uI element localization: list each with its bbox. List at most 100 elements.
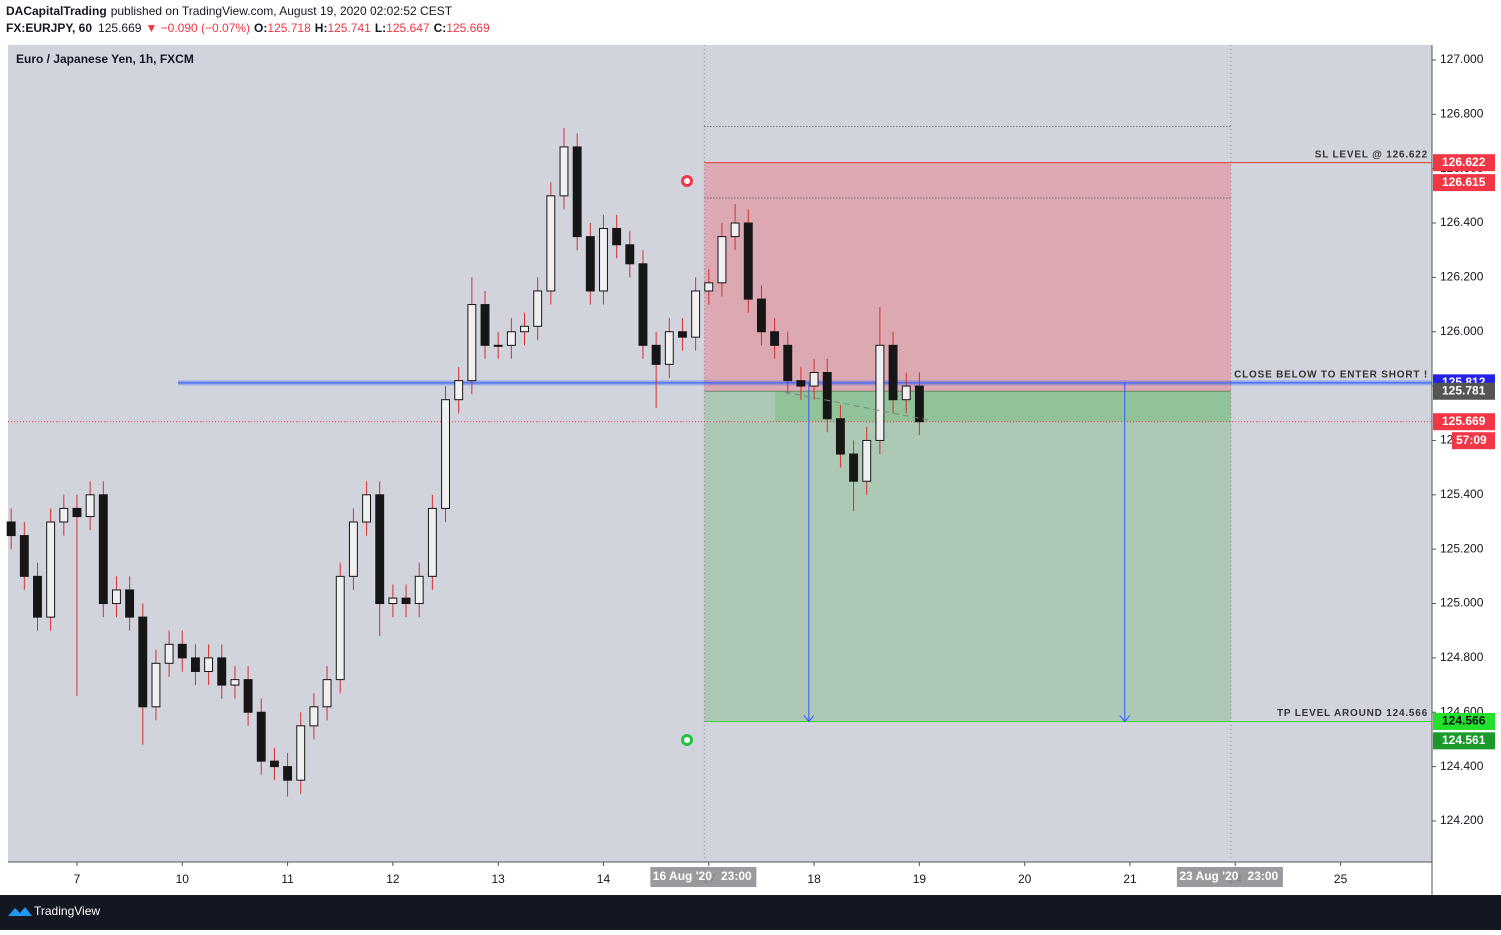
candle-body: [6, 521, 16, 537]
x-tick-label: 7: [74, 872, 81, 886]
x-tick-label: 14: [597, 872, 611, 886]
candle-body: [177, 643, 187, 659]
price-badge-label: 126.622: [1442, 155, 1486, 169]
sl-label: SL LEVEL @ 126.622: [1315, 149, 1428, 160]
candle-body: [572, 146, 582, 238]
x-tick-label: 10: [176, 872, 190, 886]
x-tick-label: 12: [386, 872, 400, 886]
candle-body: [204, 657, 214, 672]
candle-body: [585, 236, 595, 292]
filled-zone: [775, 391, 1231, 422]
header-bg: [0, 0, 1501, 45]
price-badge: [1433, 382, 1495, 400]
price-badge-label: 125.781: [1442, 383, 1486, 397]
y-tick-label: 126.800: [1440, 106, 1484, 120]
x-tick-label: 21: [1123, 872, 1137, 886]
candle-body: [506, 331, 516, 346]
y-tick-label: 125.400: [1440, 487, 1484, 501]
y-tick-label: 126.000: [1440, 324, 1484, 338]
alarm-red: [681, 175, 693, 187]
candle-body: [362, 494, 372, 523]
price-badge: [1433, 413, 1495, 431]
change: ▼ −0.090 (−0.07%): [145, 21, 250, 35]
price-badge-label: 126.615: [1442, 175, 1486, 189]
trend-line: [784, 391, 929, 421]
candle-body: [269, 760, 279, 768]
publisher: DACapitalTrading: [6, 4, 107, 18]
candle-body: [19, 535, 29, 577]
candle-body: [875, 344, 885, 441]
time-badge-time: 23:00: [1248, 869, 1279, 883]
x-tick-label: 11: [281, 872, 294, 886]
x-tick-label: 19: [913, 872, 927, 886]
alarm-green: [681, 734, 693, 746]
logo: [8, 907, 32, 916]
candle-body: [190, 657, 200, 672]
candle-body: [664, 331, 674, 365]
x-tick-label: 18: [807, 872, 821, 886]
candle-body: [348, 521, 358, 577]
y-tick-label: 126.200: [1440, 270, 1484, 284]
candle-body: [493, 344, 503, 347]
ohlc-value: 125.741: [327, 21, 371, 35]
candle-body: [901, 385, 911, 401]
time-badge-date: 16 Aug '20: [653, 869, 712, 883]
candle-body: [414, 575, 424, 605]
candle-body: [691, 290, 701, 338]
x-tick-label: 13: [492, 872, 506, 886]
brand: TradingView: [34, 904, 100, 918]
target-zone: [704, 391, 1231, 722]
candle-body: [454, 380, 464, 401]
tp-label: TP LEVEL AROUND 124.566: [1277, 708, 1428, 719]
candle-body: [85, 494, 95, 518]
candle-body: [730, 222, 740, 238]
candle-body: [59, 507, 69, 523]
candle-body: [33, 575, 42, 618]
y-tick-label: 124.200: [1440, 813, 1484, 827]
candle-body: [822, 372, 832, 420]
y-tick-label: 124.800: [1440, 650, 1484, 664]
price-badge: [1433, 174, 1495, 192]
price-badge: [1433, 712, 1495, 730]
candle-body: [322, 679, 332, 708]
candle-body: [427, 507, 437, 577]
price-badge: [1433, 154, 1495, 172]
y-tick-label: 126.400: [1440, 215, 1484, 229]
candle-body: [112, 589, 121, 605]
candle-body: [835, 418, 845, 455]
ohlc-label: O:: [254, 21, 267, 35]
candle-body: [770, 331, 780, 346]
candle-body: [217, 657, 227, 686]
y-tick-label: 124.400: [1440, 759, 1484, 773]
candle-body: [914, 385, 924, 423]
arrow-head: [1119, 715, 1131, 723]
candle-body: [125, 589, 135, 618]
candle-body: [743, 222, 753, 300]
candle-body: [309, 706, 319, 727]
candle-body: [756, 298, 766, 333]
candle-body: [401, 597, 411, 605]
ohlc-value: 125.647: [386, 21, 430, 35]
candle-body: [335, 575, 345, 681]
candle-body: [72, 507, 82, 518]
candle-body: [717, 236, 727, 284]
x-tick-label: 25: [1334, 872, 1348, 886]
candle-body: [138, 616, 148, 708]
candle-body: [375, 494, 385, 605]
countdown-badge: [1452, 432, 1495, 450]
candle-body: [151, 662, 161, 708]
candle-body: [651, 344, 661, 365]
candle-body: [480, 304, 490, 346]
candle-body: [164, 643, 174, 664]
countdown: 57:09: [1456, 433, 1487, 447]
axis-layer: 127.000126.800126.600126.400126.200126.0…: [74, 52, 1495, 887]
time-badge: [650, 867, 757, 887]
candle-body: [388, 597, 398, 605]
candle-body: [98, 494, 108, 605]
candle-body: [809, 372, 819, 387]
footer-bg: [0, 895, 1501, 930]
ohlc-label: H:: [315, 21, 328, 35]
time-badge-time: 23:00: [721, 869, 752, 883]
ohlc-value: 125.718: [267, 21, 311, 35]
candle-body: [546, 195, 556, 292]
